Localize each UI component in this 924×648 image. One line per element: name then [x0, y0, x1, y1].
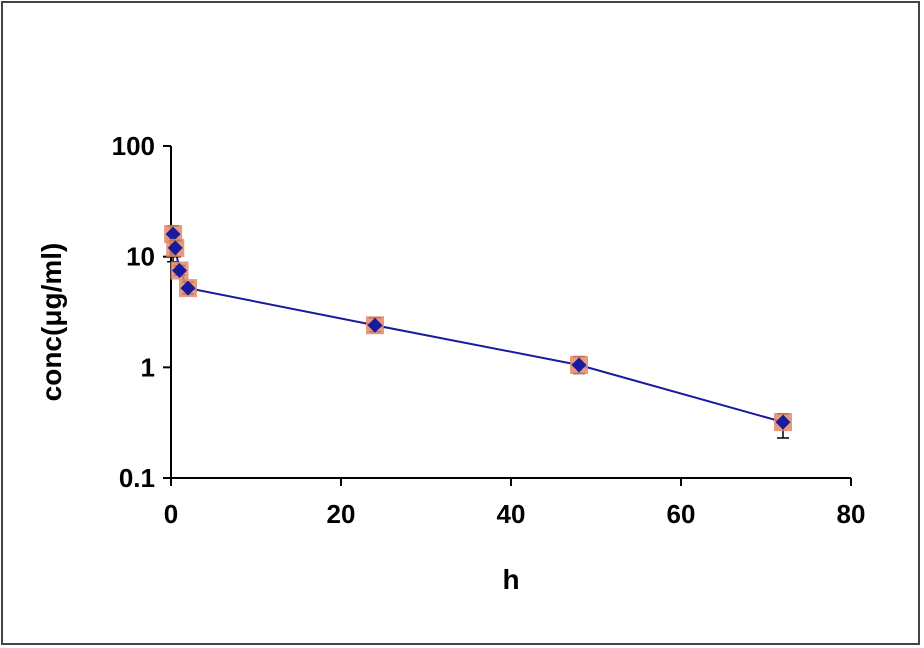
series-layer	[164, 225, 792, 439]
data-point-marker	[165, 226, 181, 242]
x-tick-label: 40	[497, 499, 526, 529]
y-axis-label: conc(μg/ml)	[36, 243, 67, 402]
x-ticks: 0 20 40 60 80	[164, 478, 866, 529]
data-point-marker	[571, 357, 587, 373]
axes	[170, 146, 851, 479]
y-ticks: 0.1 1 10 100	[112, 131, 171, 493]
data-point-marker	[167, 240, 183, 256]
conc-vs-time-chart: 0.1 1 10 100 0 20 40 60 80 h conc(μg/ml)	[36, 131, 866, 595]
x-tick-label: 20	[327, 499, 356, 529]
data-point-marker	[775, 414, 791, 430]
y-tick-label: 0.1	[119, 463, 155, 493]
data-point-marker	[367, 317, 383, 333]
data-point-marker	[172, 262, 187, 278]
x-tick-label: 0	[164, 499, 178, 529]
x-tick-label: 60	[667, 499, 696, 529]
y-tick-label: 100	[112, 131, 155, 161]
x-axis-label: h	[502, 564, 519, 595]
y-tick-label: 1	[141, 352, 155, 382]
x-tick-label: 80	[837, 499, 866, 529]
series-line	[172, 233, 784, 424]
data-point-marker	[180, 280, 196, 296]
y-tick-label: 10	[126, 242, 155, 272]
